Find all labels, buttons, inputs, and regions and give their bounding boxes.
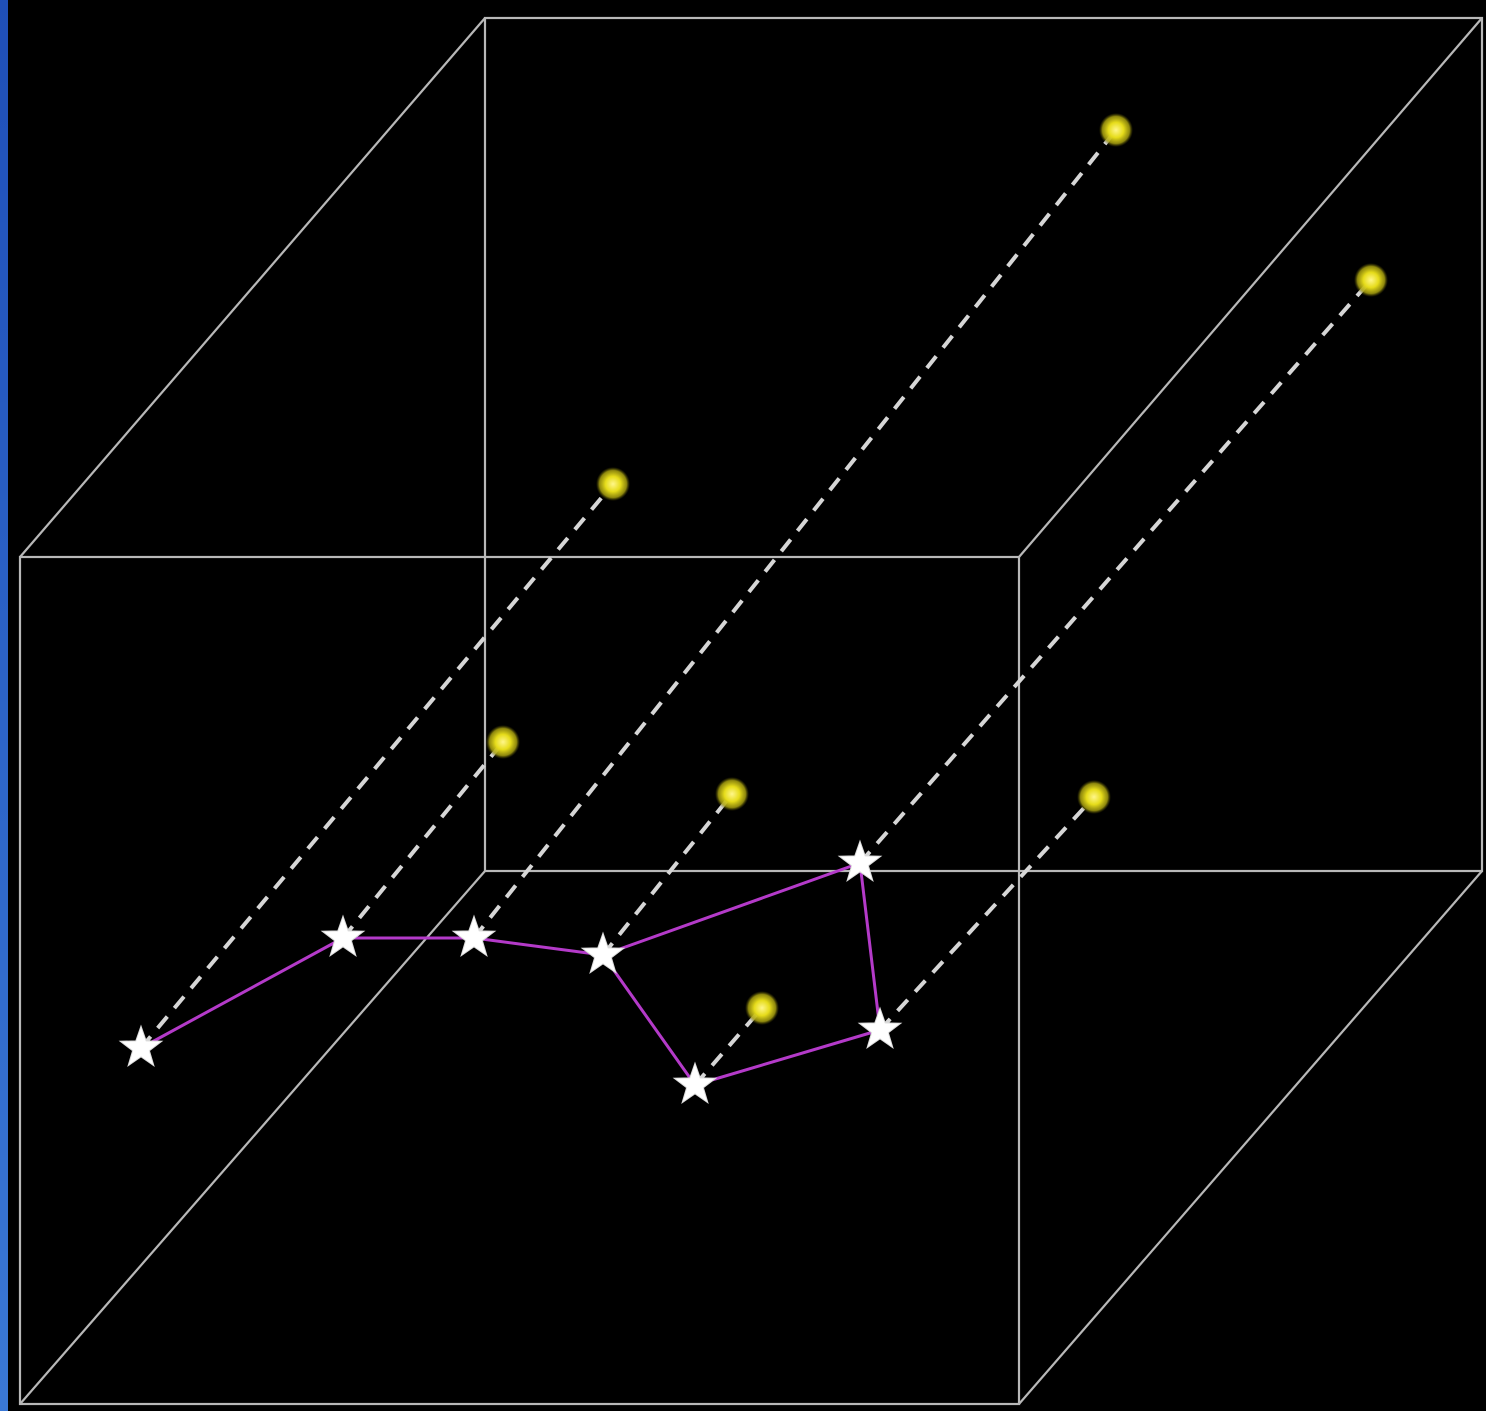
cube-edge-top-left xyxy=(19,17,486,558)
projection-line-6 xyxy=(878,795,1096,1032)
star-icon xyxy=(672,1061,718,1105)
star-icon xyxy=(320,914,366,958)
projection-lines xyxy=(139,128,1373,1087)
star-icon xyxy=(451,914,497,958)
projection-line-3 xyxy=(472,128,1118,940)
left-frame-band xyxy=(0,0,8,1411)
true-position-dot-7 xyxy=(745,991,779,1025)
true-position-dot-5 xyxy=(1354,263,1388,297)
projected-stars xyxy=(118,839,903,1105)
projection-line-1 xyxy=(139,482,615,1050)
true-position-dots xyxy=(486,113,1388,1025)
star-icon xyxy=(118,1024,164,1068)
true-position-dot-6 xyxy=(1077,780,1111,814)
star-icon xyxy=(580,931,626,975)
cube-edge-bottom-right xyxy=(1018,870,1483,1405)
true-position-dot-4 xyxy=(715,777,749,811)
projection-line-7 xyxy=(693,1006,764,1087)
star-icon xyxy=(857,1006,903,1050)
perspective-cube xyxy=(18,16,1484,1406)
asterism-outline xyxy=(140,861,882,1087)
star-icon xyxy=(837,839,883,883)
projection-line-4 xyxy=(601,792,734,957)
cube-edge-bottom-left xyxy=(19,870,486,1405)
cube-edge-top-right xyxy=(1018,17,1483,558)
cube-back-face xyxy=(483,16,1484,873)
projection-line-2 xyxy=(341,740,505,940)
cube-front-face xyxy=(18,555,1021,1406)
true-position-dot-3 xyxy=(1099,113,1133,147)
true-position-dot-1 xyxy=(596,467,630,501)
true-position-dot-2 xyxy=(486,725,520,759)
